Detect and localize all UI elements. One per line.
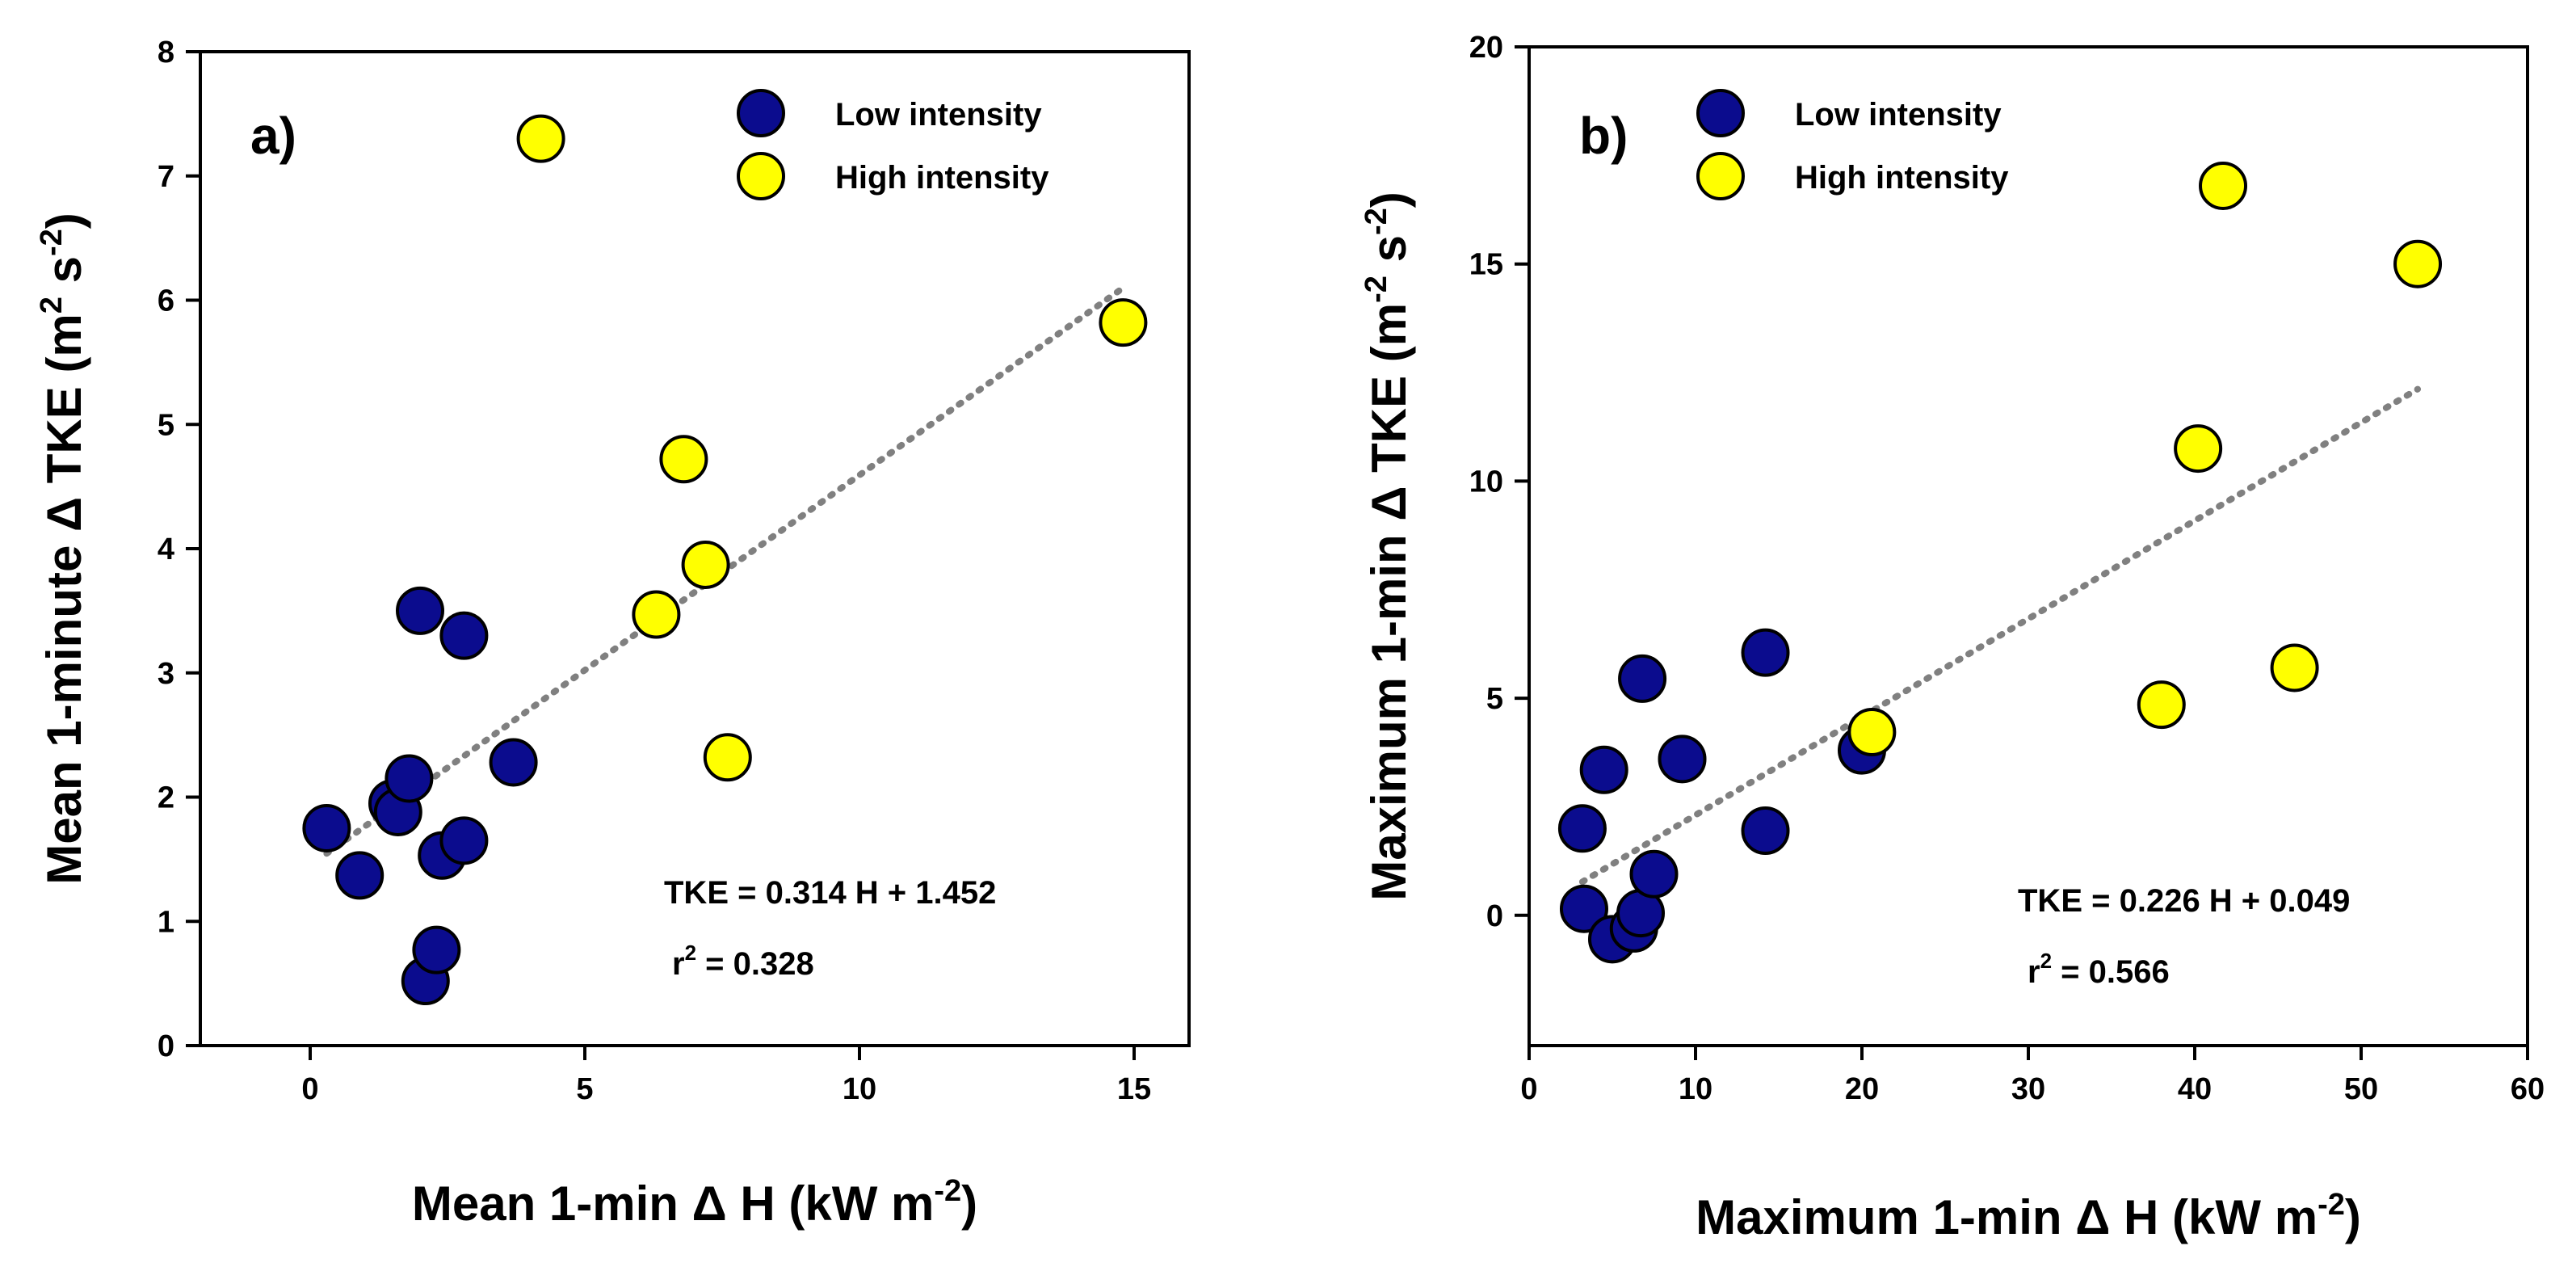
data-point-high-a xyxy=(703,733,752,782)
fit-equation-a: TKE = 0.314 H + 1.452 xyxy=(664,875,996,911)
legend-label-high-a: High intensity xyxy=(835,160,1049,196)
y-tick-label-a: 3 xyxy=(158,657,174,691)
regression-line-b xyxy=(1578,385,2422,886)
y-axis-ticks-b: 0 5 10 15 20 xyxy=(1469,31,1529,933)
data-point-high-a xyxy=(681,540,730,589)
x-tick-label-b: 50 xyxy=(2344,1072,2378,1106)
panel-b-scatter-chart: 0 5 10 15 20 0 10 20 30 40 50 60 b) Low intensity … xyxy=(1359,31,2544,1244)
legend-label-low-a: Low intensity xyxy=(835,97,1042,133)
data-point-low-b xyxy=(1741,806,1790,855)
x-tick-label-b: 20 xyxy=(1845,1072,1879,1106)
x-axis-ticks-a: 0 5 10 15 xyxy=(301,1046,1151,1106)
data-point-low-a xyxy=(385,754,434,803)
y-tick-label-b: 20 xyxy=(1469,31,1503,65)
data-point-high-b xyxy=(2270,643,2319,692)
legend-a: Low intensity High intensity xyxy=(737,89,1049,200)
data-point-high-b xyxy=(1847,708,1897,757)
data-point-low-b xyxy=(1618,654,1667,703)
x-tick-label-b: 10 xyxy=(1679,1072,1712,1106)
data-point-low-a xyxy=(489,738,538,787)
y-tick-label-b: 15 xyxy=(1469,248,1503,282)
data-point-low-a xyxy=(302,803,351,852)
data-point-low-a xyxy=(439,816,489,865)
panel-a-scatter-chart: 0 1 2 3 4 5 6 7 8 0 5 10 15 a) Low intensity High i… xyxy=(35,36,1191,1231)
data-point-low-b xyxy=(1557,804,1607,853)
data-point-low-b xyxy=(1579,745,1628,794)
data-point-low-b xyxy=(1741,628,1790,677)
y-tick-label-a: 0 xyxy=(158,1029,174,1063)
panel-label-a: a) xyxy=(250,107,296,165)
x-axis-ticks-b: 0 10 20 30 40 50 60 xyxy=(1520,1046,2544,1106)
legend-marker-high-b xyxy=(1696,152,1745,200)
data-point-low-a xyxy=(439,611,489,660)
data-point-low-a xyxy=(412,925,461,974)
legend-label-high-b: High intensity xyxy=(1795,160,2009,196)
x-tick-label-b: 30 xyxy=(2011,1072,2045,1106)
data-point-low-b xyxy=(1559,884,1608,933)
data-point-high-a xyxy=(516,114,565,163)
y-tick-label-a: 1 xyxy=(158,905,174,939)
data-point-high-b xyxy=(2393,239,2443,288)
data-point-low-b xyxy=(1658,735,1707,784)
data-points-b xyxy=(1557,161,2443,964)
data-point-high-a xyxy=(1099,298,1148,347)
legend-marker-high-a xyxy=(737,152,785,200)
panel-label-b: b) xyxy=(1579,107,1628,165)
legend-label-low-b: Low intensity xyxy=(1795,97,2002,133)
legend-marker-low-a xyxy=(737,89,785,137)
y-tick-label-a: 7 xyxy=(158,160,174,194)
x-tick-label-b: 40 xyxy=(2178,1072,2212,1106)
r-squared-a: r2 = 0.328 xyxy=(672,941,814,982)
data-point-high-b xyxy=(2137,680,2186,730)
x-axis-title-a: Mean 1-min Δ H (kW m-2) xyxy=(412,1174,977,1231)
y-tick-label-b: 5 xyxy=(1486,682,1503,716)
data-point-high-b xyxy=(2199,161,2248,210)
y-axis-title-b: Maximum 1-min Δ TKE (m-2 s-2) xyxy=(1359,192,1416,901)
y-axis-title-a: Mean 1-minute Δ TKE (m2 s-2) xyxy=(35,213,91,885)
x-tick-label-a: 0 xyxy=(301,1072,318,1106)
data-point-low-a xyxy=(396,586,444,635)
legend-marker-low-b xyxy=(1696,89,1745,137)
data-point-high-b xyxy=(2174,424,2223,474)
data-point-low-b xyxy=(1629,849,1679,899)
y-tick-label-a: 6 xyxy=(158,284,174,318)
x-tick-label-a: 15 xyxy=(1117,1072,1151,1106)
r-squared-b: r2 = 0.566 xyxy=(2028,949,2170,990)
y-tick-label-b: 10 xyxy=(1469,465,1503,499)
data-points-a xyxy=(302,114,1148,1006)
fit-equation-b: TKE = 0.226 H + 0.049 xyxy=(2018,883,2350,919)
x-tick-label-a: 10 xyxy=(843,1072,876,1106)
x-axis-title-b: Maximum 1-min Δ H (kW m-2) xyxy=(1696,1188,2361,1244)
y-tick-label-a: 2 xyxy=(158,781,174,815)
data-point-high-a xyxy=(659,435,708,484)
x-tick-label-a: 5 xyxy=(576,1072,593,1106)
data-point-high-a xyxy=(632,590,681,639)
y-tick-label-a: 8 xyxy=(158,36,174,69)
y-tick-label-b: 0 xyxy=(1486,899,1503,933)
y-tick-label-a: 5 xyxy=(158,408,174,442)
y-tick-label-a: 4 xyxy=(158,532,174,566)
y-axis-ticks-a: 0 1 2 3 4 5 6 7 8 xyxy=(158,36,200,1063)
data-point-low-a xyxy=(335,851,385,900)
legend-b: Low intensity High intensity xyxy=(1696,89,2009,200)
x-tick-label-b: 0 xyxy=(1520,1072,1537,1106)
x-tick-label-b: 60 xyxy=(2511,1072,2544,1106)
